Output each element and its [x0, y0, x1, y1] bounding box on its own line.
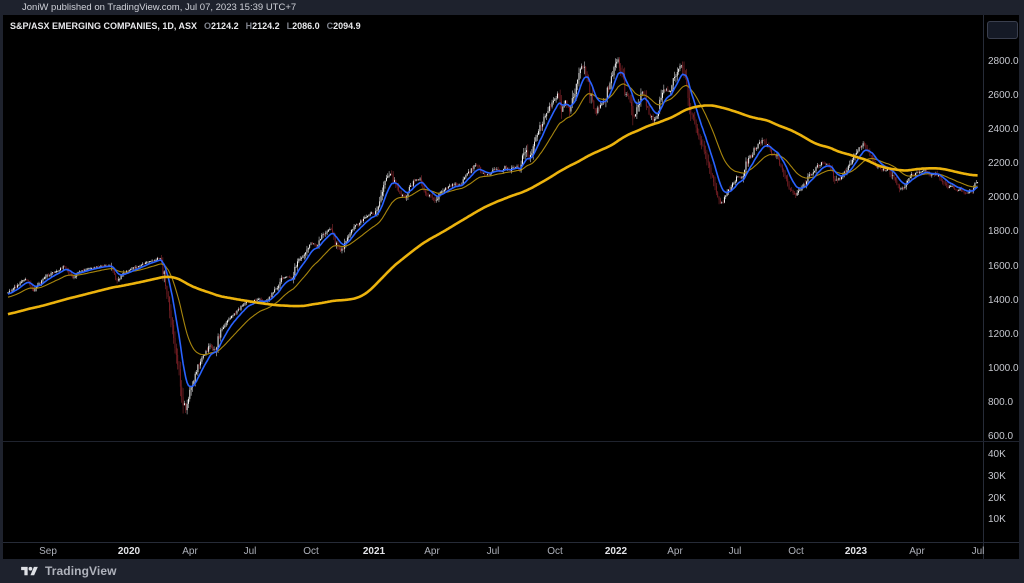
- volume-tick-label: 30K: [988, 471, 1006, 482]
- time-tick-label: Oct: [547, 546, 563, 557]
- footer-bar: TradingView: [0, 559, 1024, 583]
- publish-info-bar: JoniW published on TradingView.com, Jul …: [0, 0, 1024, 15]
- price-tick-label: 1400.0: [988, 295, 1019, 306]
- ohlc-open-key: O: [204, 21, 212, 31]
- down-candle-bodies: [10, 59, 973, 411]
- time-tick-label: Apr: [909, 546, 925, 557]
- up-candle-bodies: [7, 59, 979, 411]
- volume-tick-label: 20K: [988, 493, 1006, 504]
- time-tick-label: Jul: [971, 546, 985, 557]
- volume-tick-label: 40K: [988, 449, 1006, 460]
- ohlc-close-key: C: [326, 21, 334, 31]
- ma-fast-line: [7, 71, 979, 388]
- pane-separator: [3, 441, 1019, 442]
- ohlc-close-value: 2094.9: [333, 21, 361, 31]
- time-tick-label: Sep: [39, 546, 57, 557]
- price-tick-label: 2200.0: [988, 158, 1019, 169]
- symbol-title: S&P/ASX EMERGING COMPANIES, 1D, ASX: [10, 21, 198, 31]
- time-tick-label: 2023: [844, 546, 868, 557]
- time-tick-label: 2020: [117, 546, 141, 557]
- blank-price-label[interactable]: [987, 21, 1018, 39]
- time-tick-label: Apr: [182, 546, 198, 557]
- down-candle-wicks: [10, 57, 973, 414]
- price-tick-label: 600.0: [988, 431, 1014, 442]
- time-tick-label: Apr: [667, 546, 683, 557]
- price-tick-label: 1800.0: [988, 226, 1019, 237]
- price-axis-separator: [983, 15, 984, 559]
- publish-info-text: JoniW published on TradingView.com, Jul …: [22, 2, 297, 13]
- price-tick-label: 1600.0: [988, 261, 1019, 272]
- price-tick-label: 1000.0: [988, 363, 1019, 374]
- price-tick-label: 2800.0: [988, 56, 1019, 67]
- volume-tick-label: 10K: [988, 514, 1006, 525]
- ohlc-low-value: 2086.0: [292, 21, 320, 31]
- ma-medium-line: [7, 83, 978, 356]
- time-tick-label: Apr: [424, 546, 440, 557]
- price-tick-label: 800.0: [988, 397, 1014, 408]
- ma-slow-line: [7, 104, 978, 316]
- time-tick-label: 2022: [604, 546, 628, 557]
- price-tick-label: 2600.0: [988, 90, 1019, 101]
- time-tick-label: Oct: [788, 546, 804, 557]
- time-tick-label: 2021: [362, 546, 386, 557]
- ohlc-high-key: H: [245, 21, 253, 31]
- price-tick-label: 2400.0: [988, 124, 1019, 135]
- time-tick-label: Oct: [303, 546, 319, 557]
- up-candle-wicks: [7, 57, 978, 415]
- price-tick-label: 2000.0: [988, 192, 1019, 203]
- chart-background: [3, 15, 1019, 559]
- time-tick-label: Jul: [486, 546, 500, 557]
- tradingview-brand-text[interactable]: TradingView: [45, 564, 117, 578]
- price-tick-label: 1200.0: [988, 329, 1019, 340]
- ohlc-low-key: L: [286, 21, 293, 31]
- time-tick-label: Jul: [243, 546, 257, 557]
- tradingview-logo-icon[interactable]: [21, 565, 38, 578]
- ohlc-high-value: 2124.2: [252, 21, 280, 31]
- ohlc-open-value: 2124.2: [211, 21, 239, 31]
- time-tick-label: Jul: [728, 546, 742, 557]
- time-axis-separator: [3, 542, 1019, 543]
- symbol-legend[interactable]: S&P/ASX EMERGING COMPANIES, 1D, ASX O2124…: [10, 21, 361, 31]
